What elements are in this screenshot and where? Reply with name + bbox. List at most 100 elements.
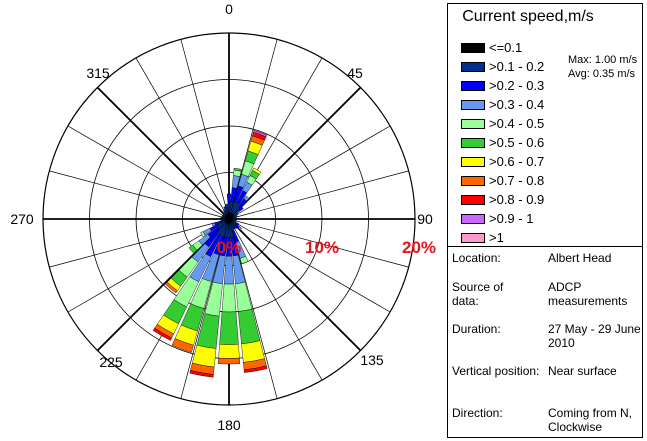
spoke-minor — [228, 39, 278, 220]
radial-tick-label: 20% — [402, 238, 436, 257]
legend: Current speed,m/s Max: 1.00 m/s Avg: 0.3… — [447, 3, 643, 247]
bar-segment — [220, 219, 226, 222]
direction-label: 225 — [99, 354, 123, 370]
legend-label: >0.1 - 0.2 — [489, 59, 545, 74]
bar-segment — [253, 129, 268, 136]
bar-segment — [226, 193, 232, 204]
legend-entry: >0.1 - 0.2 — [461, 60, 544, 73]
bar-segment — [238, 206, 244, 212]
direction-labels: 0 45 90 135 180 225 270 315 — [10, 1, 433, 433]
direction-label: 45 — [347, 65, 363, 81]
info-label: Direction: — [452, 406, 503, 420]
legend-entry: >0.8 - 0.9 — [461, 193, 544, 206]
legend-swatch — [461, 119, 485, 129]
direction-label: 135 — [360, 352, 384, 368]
spoke-minor — [180, 39, 230, 220]
legend-entry: >0.4 - 0.5 — [461, 117, 544, 130]
avg-speed: Avg: 0.35 m/s — [568, 68, 636, 80]
spoke-minor — [49, 218, 230, 268]
spoke-minor — [180, 218, 230, 399]
info-value: ADCP measurements — [548, 280, 628, 308]
bar-segment — [189, 370, 214, 378]
legend-label: >0.3 - 0.4 — [489, 97, 545, 112]
bar-segment — [200, 231, 206, 238]
info-table: Location: Albert Head Source of data: AD… — [447, 246, 643, 438]
legend-swatch — [461, 62, 485, 72]
legend-label: >0.9 - 1 — [489, 211, 534, 226]
spoke-minor — [228, 218, 391, 313]
spoke-minor — [228, 125, 391, 220]
legend-entry: >0.2 - 0.3 — [461, 79, 544, 92]
bar-segment — [223, 206, 228, 215]
direction-label: 180 — [217, 417, 241, 433]
spoke-minor — [67, 125, 230, 220]
direction-label: 90 — [417, 211, 433, 227]
legend-entry: <=0.1 — [461, 41, 522, 54]
legend-label: >0.6 - 0.7 — [489, 154, 545, 169]
bar-segment — [232, 212, 239, 218]
bar-segment — [238, 226, 243, 231]
bar-segment — [233, 167, 242, 172]
info-label: Duration: — [452, 322, 501, 336]
spoke-minor — [228, 218, 409, 268]
spoke-major — [228, 218, 362, 352]
bar-segment — [235, 222, 240, 226]
legend-swatch — [461, 81, 485, 91]
bar-segment — [225, 203, 229, 214]
bar-segment — [165, 281, 178, 294]
bar-segment — [223, 255, 235, 285]
bar-segment — [192, 344, 217, 368]
bar-segment — [152, 327, 172, 341]
legend-label: >0.4 - 0.5 — [489, 116, 545, 131]
legend-entry: >1 — [461, 231, 504, 244]
spoke-minor — [228, 170, 409, 220]
radial-tick-labels: 0% 10% 20% — [217, 238, 436, 257]
legend-stats: Max: 1.00 m/s Avg: 0.35 m/s — [568, 53, 637, 81]
bar-segment — [232, 215, 238, 219]
spoke-minor — [228, 218, 278, 399]
info-value: Coming from N, Clockwise — [548, 406, 633, 434]
legend-swatch — [461, 214, 485, 224]
legend-swatch — [461, 195, 485, 205]
speed-bars — [152, 129, 268, 378]
spoke-minor — [49, 170, 230, 220]
spoke-major — [228, 86, 362, 220]
bar-segment — [222, 209, 228, 216]
legend-label: >1 — [489, 230, 504, 245]
legend-swatch — [461, 138, 485, 148]
bar-segment — [171, 338, 194, 353]
bar-segment — [222, 211, 227, 216]
legend-entry: >0.9 - 1 — [461, 212, 533, 225]
spoke-major — [96, 86, 230, 220]
bar-segment — [241, 340, 265, 363]
bar-segment — [238, 308, 261, 345]
legend-swatch — [461, 176, 485, 186]
bar-segment — [188, 244, 198, 254]
direction-label: 315 — [86, 65, 110, 81]
direction-label: 0 — [225, 1, 233, 17]
bar-segment — [232, 225, 236, 230]
bar-segment — [239, 256, 249, 265]
legend-entry: >0.7 - 0.8 — [461, 174, 544, 187]
info-label: Location: — [452, 251, 501, 265]
wind-rose-chart: 0 45 90 135 180 225 270 315 0% 10% 20% — [10, 1, 436, 433]
legend-swatch — [461, 233, 485, 243]
bar-segment — [217, 357, 241, 365]
legend-title: Current speed,m/s — [462, 8, 594, 25]
legend-swatch — [461, 157, 485, 167]
spoke-minor — [228, 218, 323, 381]
direction-label: 270 — [10, 211, 34, 227]
legend-label: >0.7 - 0.8 — [489, 173, 545, 188]
legend-label: >0.2 - 0.3 — [489, 78, 545, 93]
bar-segment — [211, 222, 216, 227]
radial-tick-label: 0% — [217, 238, 242, 257]
bar-segment — [218, 343, 240, 359]
radial-tick-label: 10% — [305, 238, 339, 257]
legend-swatch — [461, 100, 485, 110]
max-speed: Max: 1.00 m/s — [568, 54, 638, 66]
legend-entry: >0.5 - 0.6 — [461, 136, 544, 149]
spoke-major — [96, 218, 230, 352]
bar-segment — [243, 365, 268, 373]
bar-segment — [243, 195, 250, 202]
legend-entry: >0.3 - 0.4 — [461, 98, 544, 111]
